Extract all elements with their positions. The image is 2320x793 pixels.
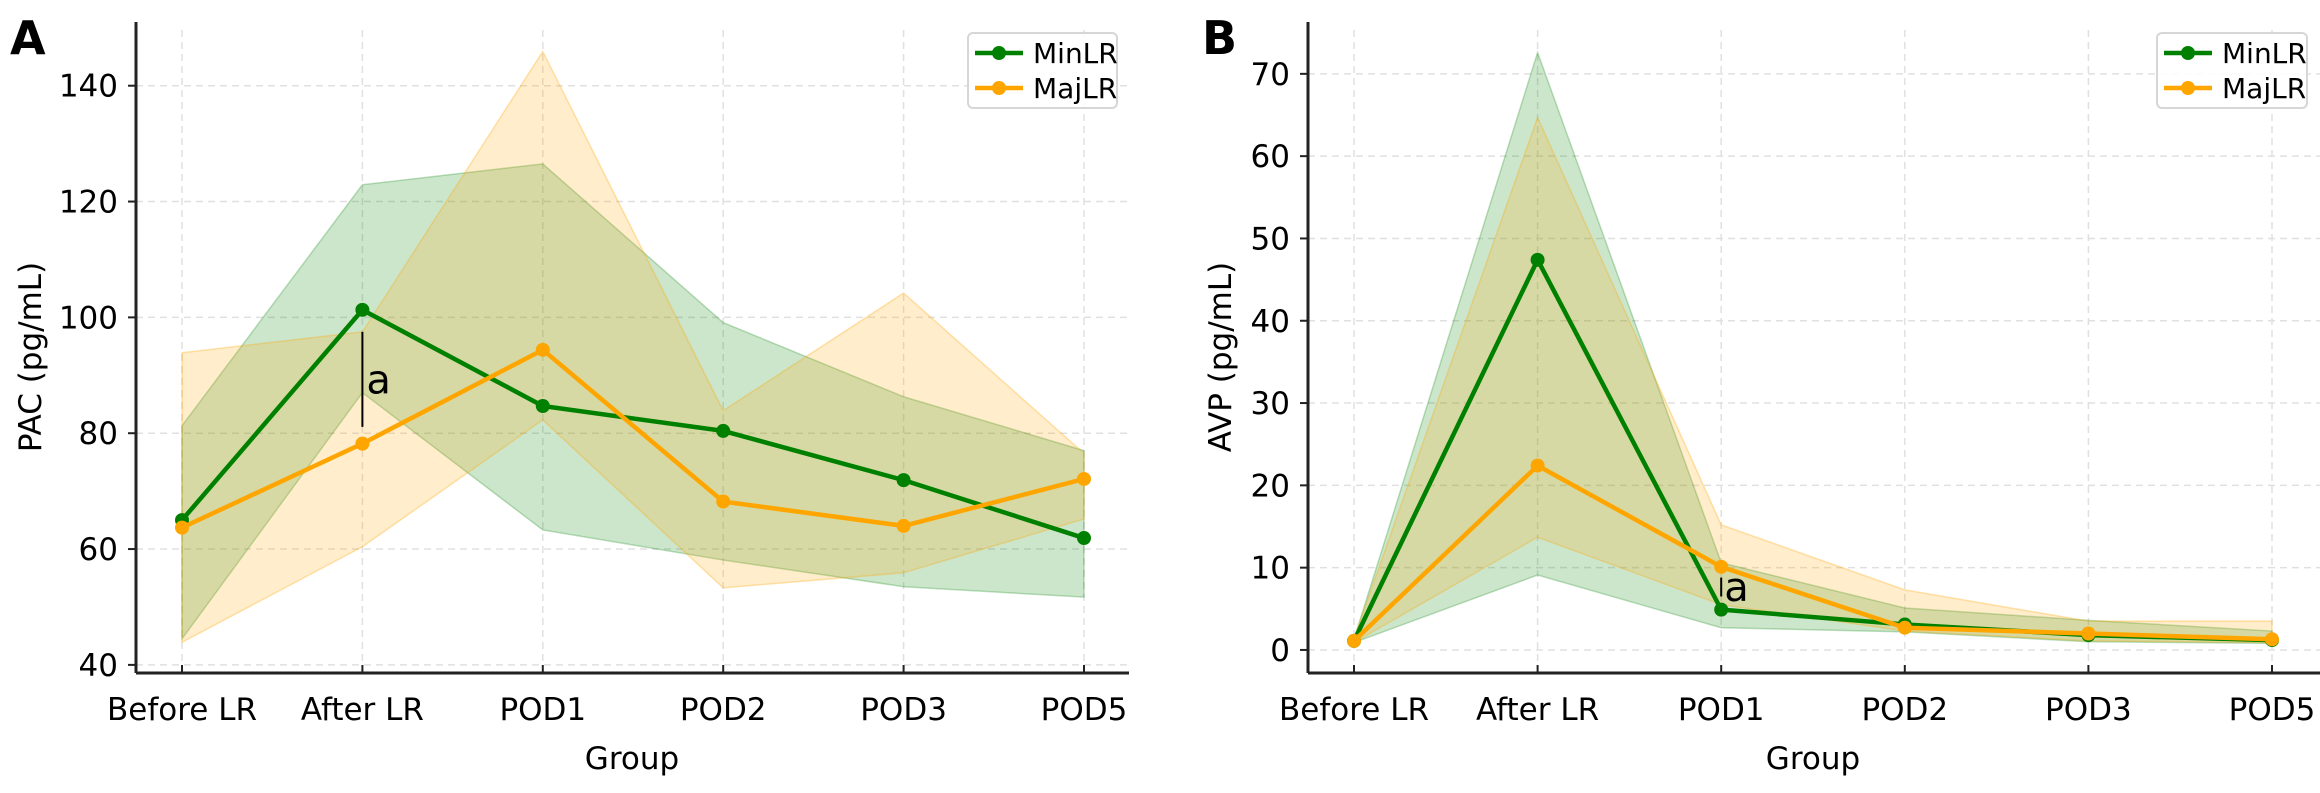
panel-b-annotation-label: a xyxy=(1724,565,1749,611)
panel-b-letter: B xyxy=(1202,11,1237,65)
panel-b-x-tick-label: POD2 xyxy=(1861,692,1948,728)
panel-b-line-majlr xyxy=(1352,463,2273,643)
panel-a-point-minlr xyxy=(896,473,911,488)
panel-a-x-tick-label: Before LR xyxy=(107,692,257,728)
panel-b-y-tick-label: 30 xyxy=(1251,386,1290,422)
panel-b-y-tick-label: 0 xyxy=(1270,633,1290,669)
panel-b-x-tick-label: Before LR xyxy=(1279,692,1429,728)
panel-a-line-majlr xyxy=(181,347,1085,530)
panel-b-y-tick-label: 60 xyxy=(1251,139,1290,175)
panel-a-y-tick-label: 100 xyxy=(59,300,118,336)
panel-a-point-majlr xyxy=(716,494,731,509)
panel-a-y-tick-label: 60 xyxy=(79,532,118,568)
panel-b-lines xyxy=(1347,252,2279,648)
panel-b-x-tick-label: POD1 xyxy=(1678,692,1765,728)
panel-a-y-tick-label: 80 xyxy=(79,416,118,452)
panel-b-x-axis-title: Group xyxy=(1766,741,1860,777)
panel-a-letter: A xyxy=(10,11,46,65)
panel-b-legend-label-minlr: MinLR xyxy=(2222,37,2307,70)
panel-a-line-minlr xyxy=(180,307,1085,541)
panel-a-y-tick-labels: 40 60 80 100 120 140 xyxy=(59,69,118,684)
panel-b-x-tick-labels: Before LR After LR POD1 POD2 POD3 POD5 xyxy=(1279,692,2315,728)
panel-a-y-tick-label: 120 xyxy=(59,185,118,221)
panel-a-y-tick-label: 140 xyxy=(59,69,118,105)
panel-b-y-tick-label: 10 xyxy=(1251,551,1290,587)
panel-b-bands xyxy=(1353,50,2273,645)
panel-b-annotations: a xyxy=(1720,565,1749,611)
panel-a-legend-marker-majlr xyxy=(992,81,1006,95)
panel-a-annotation-label: a xyxy=(366,357,391,403)
panel-a-point-minlr xyxy=(355,302,370,317)
panel-b-y-tick-label: 20 xyxy=(1251,468,1290,504)
panel-a-annotations: a xyxy=(361,331,391,427)
panel-b-y-axis-title: AVP (pg/mL) xyxy=(1203,262,1239,452)
panel-a-legend-label-minlr: MinLR xyxy=(1033,37,1118,70)
panel-a-x-tick-label: After LR xyxy=(301,692,424,728)
panel-b-point-minlr xyxy=(1530,252,1545,267)
panel-b-point-majlr xyxy=(1347,633,1361,648)
panel-a-x-tick-label: POD1 xyxy=(499,692,586,728)
panel-a-lines xyxy=(175,302,1091,546)
panel-a-grid xyxy=(136,30,1129,673)
panel-b-point-majlr xyxy=(1714,559,1729,574)
panel-a-point-majlr xyxy=(1077,471,1091,486)
panel-b-grid xyxy=(1308,30,2320,673)
panel-a-legend-label-majlr: MajLR xyxy=(1033,72,1117,105)
panel-a-x-axis-title: Group xyxy=(585,741,679,777)
panel-a-band-majlr xyxy=(181,50,1085,644)
panel-b-x-tick-label: POD5 xyxy=(2229,692,2316,728)
panel-a-point-majlr xyxy=(535,342,550,357)
panel-b-point-majlr xyxy=(1897,620,1912,635)
panel-a-point-minlr xyxy=(535,398,550,413)
panel-a-bands xyxy=(181,50,1085,644)
panel-b-x-tick-label: After LR xyxy=(1476,692,1599,728)
panel-a-y-axis-title: PAC (pg/mL) xyxy=(13,262,49,452)
panel-a-x-tick-label: POD3 xyxy=(860,692,947,728)
panel-a-x-tick-label: POD2 xyxy=(680,692,767,728)
panel-b-legend-marker-minlr xyxy=(2181,46,2195,60)
panel-b-point-minlr xyxy=(1714,602,1729,617)
panel-b: B a 0 10 20 30 40 50 60 70 Before LR After LR POD… xyxy=(1202,11,2320,777)
panel-b-point-majlr xyxy=(1530,458,1545,473)
panel-a: A a 40 60 80 100 120 140 Before LR After LR POD… xyxy=(10,11,1129,777)
panel-a-point-minlr xyxy=(716,423,731,438)
panel-b-x-tick-label: POD3 xyxy=(2045,692,2132,728)
panel-b-point-majlr xyxy=(2265,632,2279,647)
panel-b-y-tick-label: 50 xyxy=(1251,221,1290,257)
panel-b-y-tick-label: 70 xyxy=(1251,57,1290,93)
panel-b-band-majlr xyxy=(1353,115,2273,644)
panel-b-y-tick-labels: 0 10 20 30 40 50 60 70 xyxy=(1251,57,1290,669)
panel-b-point-majlr xyxy=(2081,626,2096,641)
panel-a-point-majlr xyxy=(175,520,189,535)
panel-a-point-majlr xyxy=(896,518,911,533)
panel-b-axes xyxy=(1300,22,2320,675)
panel-a-x-tick-label: POD5 xyxy=(1041,692,1128,728)
panel-a-x-tick-labels: Before LR After LR POD1 POD2 POD3 POD5 xyxy=(107,692,1127,728)
panel-a-point-minlr xyxy=(1077,531,1091,546)
panel-a-axes xyxy=(128,22,1129,675)
panel-a-legend-marker-minlr xyxy=(992,46,1006,60)
panel-b-legend-marker-majlr xyxy=(2181,81,2195,95)
panel-a-y-tick-label: 40 xyxy=(79,648,118,684)
panel-b-legend-label-majlr: MajLR xyxy=(2222,72,2306,105)
panel-b-y-tick-label: 40 xyxy=(1251,304,1290,340)
panel-a-point-majlr xyxy=(355,436,370,451)
